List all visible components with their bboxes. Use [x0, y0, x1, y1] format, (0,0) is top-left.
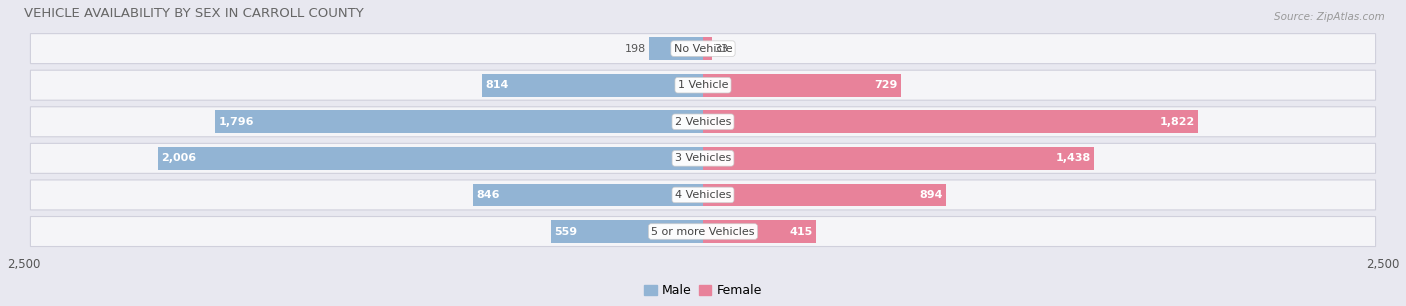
Text: VEHICLE AVAILABILITY BY SEX IN CARROLL COUNTY: VEHICLE AVAILABILITY BY SEX IN CARROLL C… [24, 7, 363, 20]
Bar [157, 147, 703, 170]
Legend: Male, Female: Male, Female [644, 284, 762, 297]
FancyBboxPatch shape [31, 107, 1375, 137]
Bar [482, 74, 703, 96]
Bar [703, 37, 711, 60]
Bar [703, 74, 901, 96]
Bar [703, 220, 815, 243]
Text: 198: 198 [626, 44, 647, 54]
Text: 1 Vehicle: 1 Vehicle [678, 80, 728, 90]
Bar [215, 110, 703, 133]
Bar [703, 110, 1198, 133]
Bar [703, 147, 1094, 170]
Text: 894: 894 [920, 190, 942, 200]
Bar [472, 184, 703, 206]
Text: 33: 33 [714, 44, 728, 54]
Text: 2,006: 2,006 [162, 153, 197, 163]
Text: 1,796: 1,796 [218, 117, 253, 127]
Text: 3 Vehicles: 3 Vehicles [675, 153, 731, 163]
Text: 814: 814 [485, 80, 509, 90]
FancyBboxPatch shape [31, 180, 1375, 210]
Text: 5 or more Vehicles: 5 or more Vehicles [651, 226, 755, 237]
Text: No Vehicle: No Vehicle [673, 44, 733, 54]
Text: Source: ZipAtlas.com: Source: ZipAtlas.com [1274, 12, 1385, 22]
Text: 1,438: 1,438 [1056, 153, 1091, 163]
Text: 729: 729 [875, 80, 898, 90]
Bar [551, 220, 703, 243]
Bar [650, 37, 703, 60]
Bar [703, 184, 946, 206]
Text: 4 Vehicles: 4 Vehicles [675, 190, 731, 200]
Text: 846: 846 [477, 190, 501, 200]
FancyBboxPatch shape [31, 143, 1375, 174]
Text: 415: 415 [789, 226, 813, 237]
FancyBboxPatch shape [31, 70, 1375, 100]
FancyBboxPatch shape [31, 217, 1375, 247]
Text: 2 Vehicles: 2 Vehicles [675, 117, 731, 127]
Text: 559: 559 [554, 226, 578, 237]
FancyBboxPatch shape [31, 34, 1375, 64]
Text: 1,822: 1,822 [1160, 117, 1195, 127]
